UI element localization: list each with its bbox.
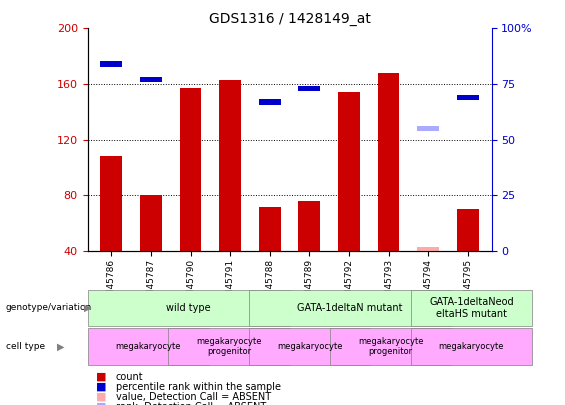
Text: count: count — [116, 372, 144, 382]
Bar — [259, 207, 281, 251]
Bar — [457, 95, 479, 100]
Bar — [298, 201, 320, 251]
Bar — [219, 80, 241, 251]
Text: wild type: wild type — [166, 303, 211, 313]
Text: GATA-1deltaN mutant: GATA-1deltaN mutant — [297, 303, 403, 313]
Title: GDS1316 / 1428149_at: GDS1316 / 1428149_at — [208, 12, 371, 26]
Bar — [259, 99, 281, 104]
Text: megakaryocyte
progenitor: megakaryocyte progenitor — [196, 337, 262, 356]
Bar — [418, 126, 439, 131]
Bar — [140, 195, 162, 251]
Text: megakaryocyte: megakaryocyte — [438, 342, 504, 351]
Text: ■: ■ — [96, 402, 107, 405]
Text: megakaryocyte: megakaryocyte — [277, 342, 342, 351]
Bar — [338, 92, 360, 251]
Text: ▶: ▶ — [84, 303, 91, 313]
Text: value, Detection Call = ABSENT: value, Detection Call = ABSENT — [116, 392, 271, 402]
Text: ▶: ▶ — [56, 341, 64, 351]
Bar — [298, 86, 320, 91]
Bar — [219, 0, 241, 2]
Text: rank, Detection Call = ABSENT: rank, Detection Call = ABSENT — [116, 402, 266, 405]
Bar — [101, 61, 122, 67]
Text: ■: ■ — [96, 382, 107, 392]
Bar — [180, 8, 202, 13]
Text: ■: ■ — [96, 392, 107, 402]
Text: percentile rank within the sample: percentile rank within the sample — [116, 382, 281, 392]
Text: ■: ■ — [96, 372, 107, 382]
Bar — [338, 0, 360, 4]
Bar — [377, 73, 399, 251]
Text: GATA-1deltaNeod
eltaHS mutant: GATA-1deltaNeod eltaHS mutant — [429, 297, 514, 319]
Bar — [180, 88, 202, 251]
Text: genotype/variation: genotype/variation — [6, 303, 92, 312]
Bar — [140, 77, 162, 82]
Bar — [101, 156, 122, 251]
Text: megakaryocyte: megakaryocyte — [115, 342, 181, 351]
Text: cell type: cell type — [6, 342, 45, 351]
Bar — [457, 209, 479, 251]
Bar — [418, 247, 439, 251]
Text: megakaryocyte
progenitor: megakaryocyte progenitor — [358, 337, 423, 356]
